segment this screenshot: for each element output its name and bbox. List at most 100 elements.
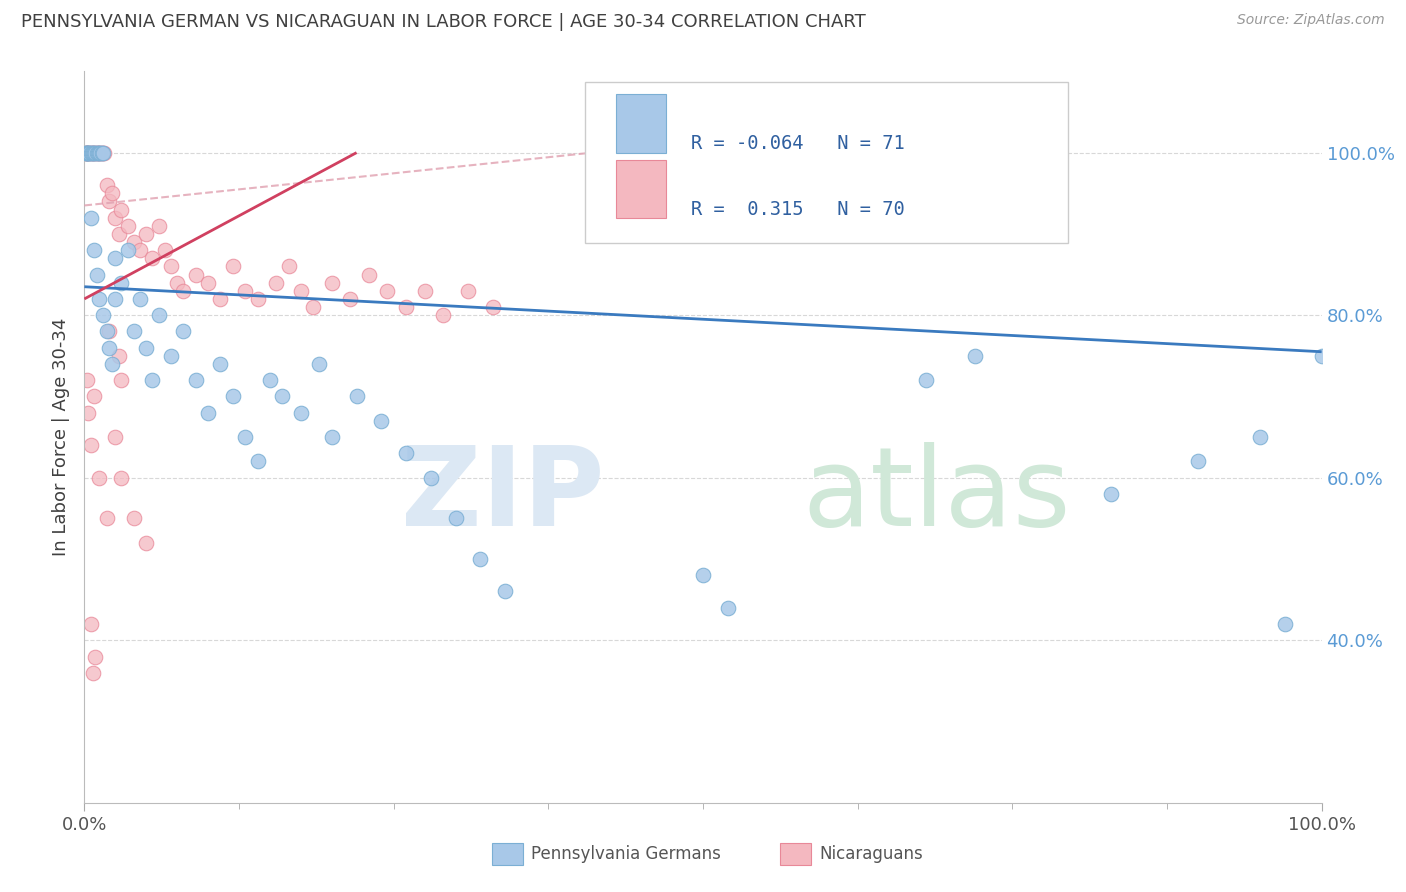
Point <box>717 600 740 615</box>
Point <box>1187 454 1209 468</box>
Point <box>290 284 312 298</box>
Point <box>79 145 101 160</box>
Point <box>432 308 454 322</box>
Point <box>141 373 163 387</box>
Point <box>110 202 132 217</box>
Point <box>197 406 219 420</box>
Point <box>277 260 299 274</box>
Point <box>82 145 104 160</box>
Point <box>246 454 269 468</box>
Point <box>87 145 110 160</box>
Point <box>135 341 157 355</box>
Point <box>91 145 114 160</box>
Point <box>233 430 256 444</box>
Point <box>1249 430 1271 444</box>
Point <box>108 349 131 363</box>
Point <box>339 292 361 306</box>
Point <box>83 243 105 257</box>
Point <box>76 145 98 160</box>
Point <box>79 438 101 452</box>
Point <box>377 284 399 298</box>
Point <box>77 145 100 160</box>
Text: ZIP: ZIP <box>401 442 605 549</box>
Point <box>86 145 108 160</box>
Point <box>259 373 281 387</box>
Point <box>160 349 183 363</box>
Point <box>222 260 245 274</box>
Point <box>692 568 714 582</box>
Point <box>93 145 115 160</box>
Point <box>79 145 101 160</box>
Point <box>184 268 207 282</box>
Point <box>395 300 418 314</box>
Point <box>108 227 131 241</box>
Point <box>117 219 139 233</box>
Point <box>83 145 105 160</box>
Text: atlas: atlas <box>801 442 1070 549</box>
Text: Source: ZipAtlas.com: Source: ZipAtlas.com <box>1237 13 1385 28</box>
Point <box>129 243 152 257</box>
Point <box>129 292 152 306</box>
Point <box>104 211 127 225</box>
Point <box>89 471 111 485</box>
Point <box>89 145 111 160</box>
Point <box>89 292 111 306</box>
Point <box>84 649 107 664</box>
Point <box>104 292 127 306</box>
Point <box>172 325 194 339</box>
Point <box>346 389 368 403</box>
Point <box>457 284 479 298</box>
Point <box>98 325 121 339</box>
Point <box>75 145 97 160</box>
Point <box>76 145 98 160</box>
Point <box>79 617 101 632</box>
Point <box>197 276 219 290</box>
Point <box>914 373 936 387</box>
Point <box>96 178 118 193</box>
Point <box>470 552 492 566</box>
Point <box>233 284 256 298</box>
Point <box>79 145 101 160</box>
Point <box>87 145 110 160</box>
Bar <box>616 160 666 219</box>
Point <box>79 145 101 160</box>
FancyBboxPatch shape <box>585 82 1069 244</box>
Bar <box>616 94 666 153</box>
Point <box>83 389 105 403</box>
Point <box>148 219 170 233</box>
Point <box>209 357 232 371</box>
Point <box>98 194 121 209</box>
Point <box>86 268 108 282</box>
Point <box>444 511 467 525</box>
Point <box>75 145 97 160</box>
Point <box>79 211 101 225</box>
Point <box>419 471 441 485</box>
Point <box>96 511 118 525</box>
Point <box>246 292 269 306</box>
Point <box>79 145 101 160</box>
Point <box>153 243 176 257</box>
Point <box>135 535 157 549</box>
Point <box>308 357 330 371</box>
Point <box>302 300 325 314</box>
Point <box>76 145 98 160</box>
Text: Pennsylvania Germans: Pennsylvania Germans <box>531 845 721 863</box>
Point <box>264 276 287 290</box>
Point <box>481 300 503 314</box>
Point <box>321 276 343 290</box>
Text: R = -0.064   N = 71: R = -0.064 N = 71 <box>690 135 904 153</box>
Point <box>83 145 105 160</box>
Text: Nicaraguans: Nicaraguans <box>820 845 924 863</box>
Point <box>80 145 103 160</box>
Point <box>222 389 245 403</box>
Point <box>1099 487 1122 501</box>
Point <box>89 145 111 160</box>
Point <box>395 446 418 460</box>
Point <box>80 145 103 160</box>
Point <box>96 325 118 339</box>
Text: R =  0.315   N = 70: R = 0.315 N = 70 <box>690 200 904 219</box>
Point <box>321 430 343 444</box>
Point <box>166 276 188 290</box>
Point <box>91 145 114 160</box>
Point <box>98 341 121 355</box>
